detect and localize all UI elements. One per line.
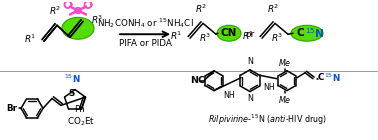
Text: $^{15}$N: $^{15}$N xyxy=(64,72,80,85)
Text: $R^3$: $R^3$ xyxy=(199,31,211,44)
Text: Br: Br xyxy=(6,104,17,113)
Text: $^{15}$N: $^{15}$N xyxy=(324,72,341,84)
Ellipse shape xyxy=(62,18,94,39)
Text: C: C xyxy=(318,73,324,82)
Text: $R^2$: $R^2$ xyxy=(267,3,279,15)
Text: $R^1$: $R^1$ xyxy=(23,33,36,45)
Text: Ph: Ph xyxy=(74,105,85,114)
Text: CO$_2$Et: CO$_2$Et xyxy=(68,115,96,128)
Text: $\it{Me}$: $\it{Me}$ xyxy=(278,57,292,68)
Text: S: S xyxy=(68,89,75,98)
Text: $R^1$: $R^1$ xyxy=(170,30,182,42)
Text: NC: NC xyxy=(190,76,205,85)
Ellipse shape xyxy=(291,25,323,41)
Text: C: C xyxy=(296,28,304,38)
Text: $R^3$: $R^3$ xyxy=(91,13,104,26)
Text: NH: NH xyxy=(263,83,275,92)
Text: $R^2$: $R^2$ xyxy=(49,5,61,18)
Text: NH: NH xyxy=(224,91,235,100)
Text: PIFA or PIDA: PIFA or PIDA xyxy=(119,39,172,48)
Text: $R^2$: $R^2$ xyxy=(195,3,207,15)
Text: CN: CN xyxy=(221,28,237,38)
Text: $\it{Me}$: $\it{Me}$ xyxy=(278,94,292,105)
Text: or: or xyxy=(245,30,255,39)
Text: $R^1$: $R^1$ xyxy=(242,30,254,42)
Text: N: N xyxy=(247,57,253,66)
Ellipse shape xyxy=(217,25,241,41)
Text: N: N xyxy=(247,94,253,102)
Text: $R^3$: $R^3$ xyxy=(271,31,283,44)
Text: NH$_2$CONH$_4$ or $^{15}$NH$_4$Cl: NH$_2$CONH$_4$ or $^{15}$NH$_4$Cl xyxy=(97,16,194,30)
Text: $\it{Rilpivirine}$-$^{15}$N ($\it{anti}$-HIV drug): $\it{Rilpivirine}$-$^{15}$N ($\it{anti}$… xyxy=(208,113,328,127)
Text: $^{15}$N: $^{15}$N xyxy=(305,26,325,40)
